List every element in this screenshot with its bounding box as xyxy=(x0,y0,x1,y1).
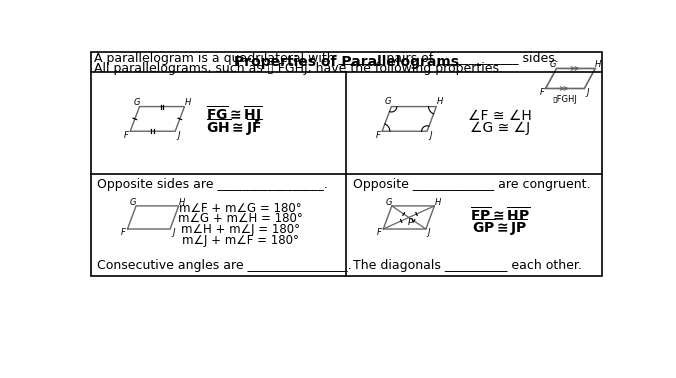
Text: G: G xyxy=(385,98,391,107)
Text: The diagonals __________ each other.: The diagonals __________ each other. xyxy=(353,259,581,272)
Text: H: H xyxy=(178,198,185,206)
Text: ∠F ≅ ∠H: ∠F ≅ ∠H xyxy=(468,109,532,123)
Text: P: P xyxy=(408,218,413,226)
Text: J: J xyxy=(428,228,430,237)
Text: J: J xyxy=(177,130,180,139)
Text: F: F xyxy=(121,228,126,237)
Text: m∠F + m∠G = 180°: m∠F + m∠G = 180° xyxy=(179,202,301,215)
Text: Properties of Parallelograms: Properties of Parallelograms xyxy=(234,54,459,68)
Text: ∠G ≅ ∠J: ∠G ≅ ∠J xyxy=(470,121,530,135)
Text: G: G xyxy=(130,198,136,206)
Text: H: H xyxy=(595,60,602,69)
Text: J: J xyxy=(586,88,589,97)
Text: H: H xyxy=(436,98,443,107)
Text: m∠J + m∠F = 180°: m∠J + m∠F = 180° xyxy=(182,234,299,247)
Text: ▯FGHJ: ▯FGHJ xyxy=(552,95,577,104)
Text: J: J xyxy=(172,228,174,237)
Text: G: G xyxy=(385,198,392,206)
Text: F: F xyxy=(376,131,381,140)
Text: A parallelogram is a quadrilateral with _______ pairs of _____________ sides.: A parallelogram is a quadrilateral with … xyxy=(94,51,558,65)
Text: m∠G + m∠H = 180°: m∠G + m∠H = 180° xyxy=(178,212,303,226)
Text: $\mathbf{\overline{GP} \cong \overline{JP}}$: $\mathbf{\overline{GP} \cong \overline{J… xyxy=(472,218,528,239)
Text: $\mathbf{\overline{GH} \cong \overline{JF}}$: $\mathbf{\overline{GH} \cong \overline{J… xyxy=(206,118,262,139)
Text: F: F xyxy=(124,130,129,139)
Text: $\mathbf{\overline{FP} \cong \overline{HP}}$: $\mathbf{\overline{FP} \cong \overline{H… xyxy=(470,207,530,225)
Text: F: F xyxy=(377,228,382,237)
Text: All parallelograms, such as ▯ FGHJ, have the following properties.: All parallelograms, such as ▯ FGHJ, have… xyxy=(94,62,503,75)
Text: Opposite _____________ are congruent.: Opposite _____________ are congruent. xyxy=(353,178,590,191)
Text: F: F xyxy=(540,88,545,97)
Text: Opposite sides are _________________.: Opposite sides are _________________. xyxy=(97,178,328,191)
Text: J: J xyxy=(429,131,431,140)
Text: H: H xyxy=(185,98,191,107)
Text: H: H xyxy=(435,198,441,206)
Text: G: G xyxy=(133,98,140,107)
Text: Consecutive angles are ________________.: Consecutive angles are ________________. xyxy=(97,259,352,272)
Text: m∠H + m∠J = 180°: m∠H + m∠J = 180° xyxy=(181,223,300,236)
Text: G: G xyxy=(550,60,556,69)
Text: $\mathbf{\overline{FG} \cong \overline{HJ}}$: $\mathbf{\overline{FG} \cong \overline{H… xyxy=(206,105,262,127)
Bar xyxy=(91,51,602,276)
